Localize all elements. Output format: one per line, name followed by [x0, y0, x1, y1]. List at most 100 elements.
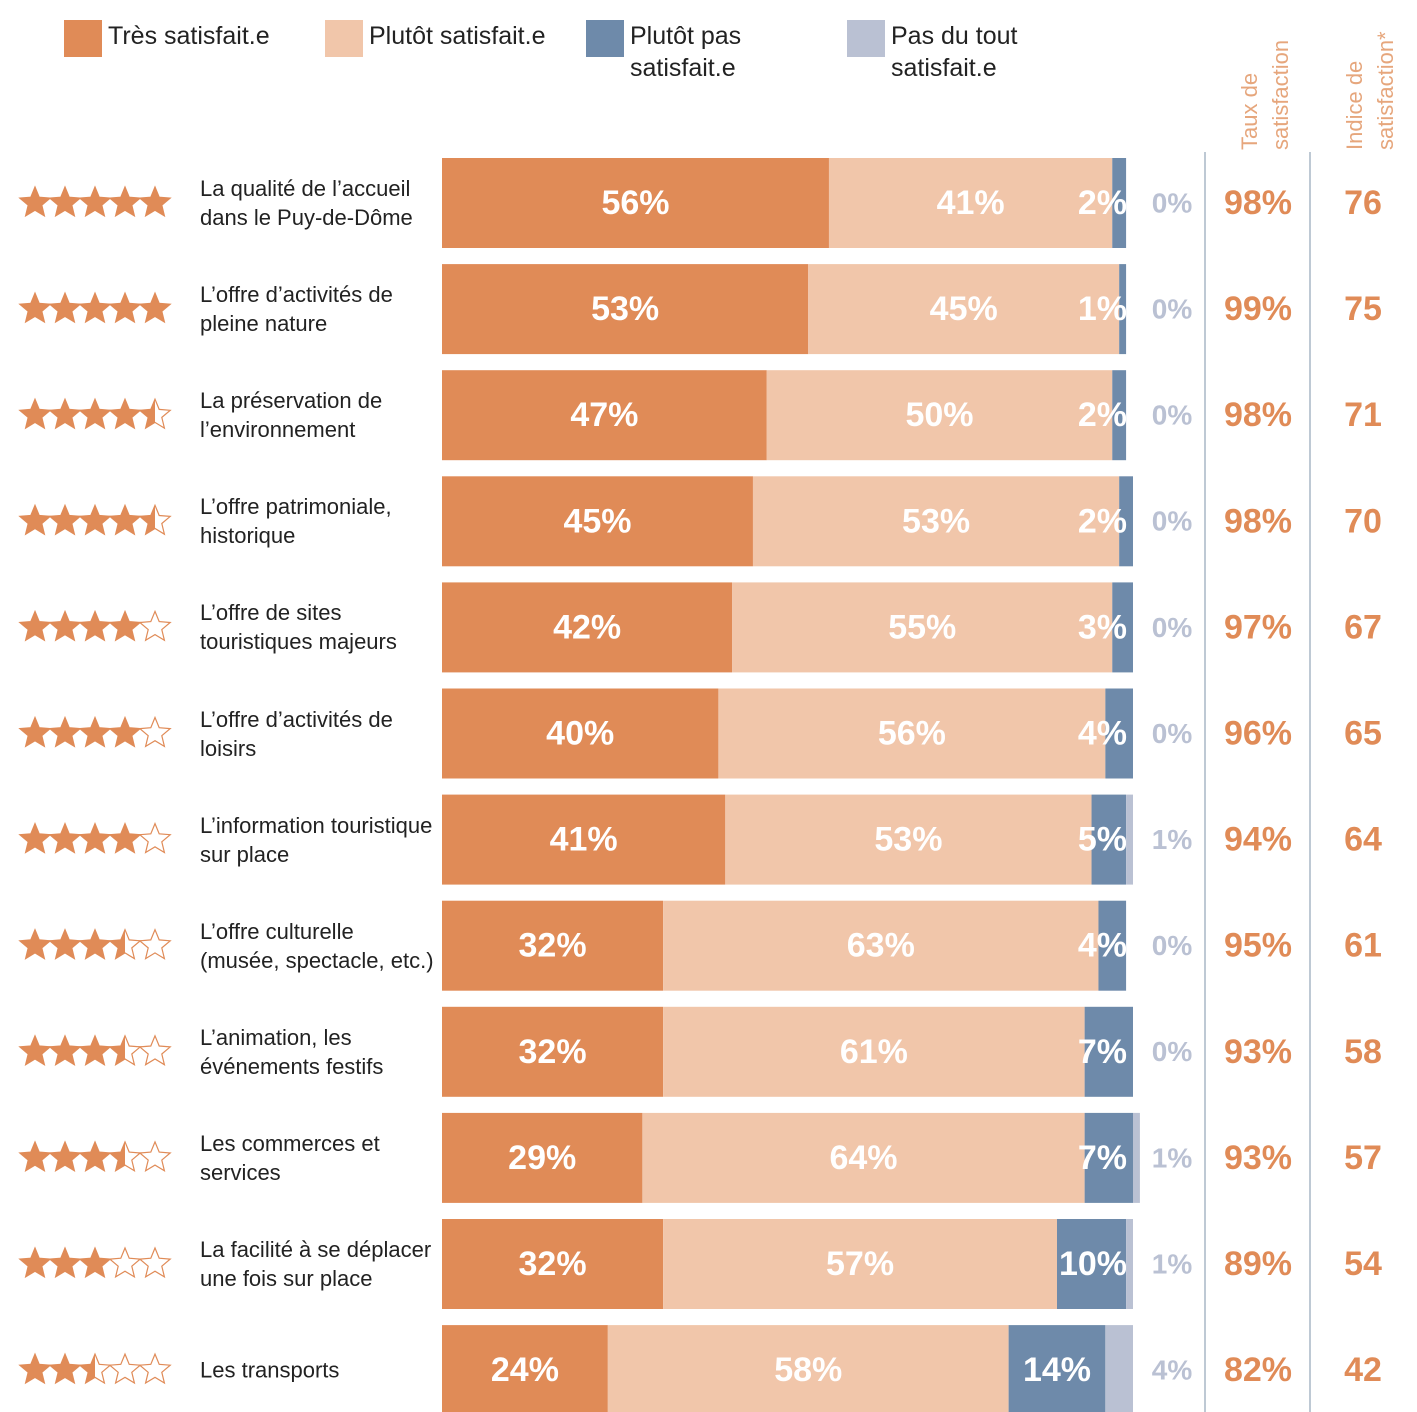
star-rating — [18, 1034, 172, 1066]
value-label: 1% — [1078, 290, 1127, 328]
column-title: Taux de satisfaction — [1237, 39, 1293, 150]
column-value: 97% — [1224, 608, 1292, 646]
bar-segment — [1098, 900, 1127, 991]
value-label: 32% — [519, 1245, 587, 1283]
star-fill — [79, 505, 111, 535]
star-fill — [79, 1248, 111, 1277]
category-label: L’offre d’activités de pleine nature — [200, 282, 393, 337]
bar-segment — [442, 1006, 664, 1097]
value-label: 3% — [1078, 608, 1127, 646]
legend-swatch — [847, 20, 885, 57]
value-label: 56% — [878, 714, 946, 752]
column-value: 98% — [1224, 396, 1292, 434]
column-value: 98% — [1224, 502, 1292, 540]
bar-segment — [766, 370, 1113, 461]
star-fill — [49, 399, 81, 429]
value-label: 41% — [937, 184, 1005, 222]
category-label: Les commerces et services — [200, 1130, 380, 1185]
star-fill — [19, 611, 51, 641]
column-value: 67 — [1344, 608, 1382, 646]
bar-segment — [1105, 1325, 1133, 1412]
bar-segment — [725, 794, 1092, 885]
value-label: 55% — [888, 608, 956, 646]
column-value: 99% — [1224, 290, 1292, 328]
category-label: La préservation de l’environnement — [200, 388, 383, 443]
value-label: 57% — [826, 1245, 894, 1283]
bar-segment — [1084, 1006, 1133, 1097]
star-fill — [19, 187, 51, 216]
star-fill — [79, 1354, 95, 1383]
star-rating — [18, 928, 172, 960]
value-label: 2% — [1078, 184, 1127, 222]
star-fill — [19, 1248, 51, 1277]
star-rating — [18, 822, 172, 854]
bar-segment — [1056, 1219, 1127, 1309]
bar-segment — [1133, 1112, 1140, 1203]
star-fill — [139, 187, 171, 216]
bar-segment — [808, 264, 1120, 355]
value-label: 50% — [905, 396, 973, 434]
column-value: 70 — [1344, 502, 1382, 540]
star-outline — [138, 1352, 172, 1385]
column-value: 95% — [1224, 927, 1292, 965]
value-label: 56% — [601, 184, 669, 222]
star-outline — [108, 1246, 142, 1279]
star-outline — [138, 1034, 172, 1066]
star-outline — [138, 1246, 172, 1279]
star-fill — [19, 505, 51, 535]
bar-segment — [1126, 794, 1133, 885]
value-label: 5% — [1078, 821, 1127, 859]
value-label: 40% — [546, 714, 614, 752]
value-label: 32% — [519, 1033, 587, 1071]
bar-segment — [442, 794, 726, 885]
bar-segment — [1126, 1219, 1133, 1309]
column-value: 82% — [1224, 1351, 1292, 1389]
category-label: Les transports — [200, 1357, 340, 1383]
star-rating — [18, 1246, 172, 1279]
category-label: L’information touristique sur place — [200, 812, 433, 867]
star-fill — [19, 1035, 51, 1065]
bar-segment — [442, 582, 733, 673]
star-outline — [138, 822, 172, 854]
value-label: 0% — [1152, 506, 1193, 537]
star-outline — [108, 1352, 142, 1385]
star-rating — [18, 291, 172, 324]
star-fill — [19, 823, 51, 853]
bar-segment — [1112, 370, 1127, 461]
value-label: 24% — [491, 1351, 559, 1389]
category-label: La facilité à se déplacer une fois sur p… — [200, 1237, 432, 1291]
value-label: 1% — [1152, 1142, 1193, 1173]
star-rating — [18, 1352, 172, 1385]
star-fill — [109, 187, 141, 216]
star-fill — [139, 399, 155, 429]
value-label: 0% — [1152, 400, 1193, 431]
value-label: 0% — [1152, 930, 1193, 961]
value-label: 0% — [1152, 187, 1193, 218]
value-label: 29% — [508, 1139, 576, 1177]
star-fill — [49, 611, 81, 641]
value-label: 0% — [1152, 718, 1193, 749]
star-fill — [109, 1035, 125, 1065]
value-label: 2% — [1078, 396, 1127, 434]
column-value: 64 — [1344, 821, 1382, 859]
star-rating — [18, 1140, 172, 1173]
star-fill — [49, 187, 81, 216]
bar-segment — [752, 476, 1120, 567]
bar-segment — [663, 1219, 1057, 1309]
star-fill — [79, 823, 111, 853]
value-label: 42% — [553, 608, 621, 646]
value-label: 0% — [1152, 612, 1193, 643]
column-value: 94% — [1224, 821, 1292, 859]
star-outline — [138, 1140, 172, 1173]
star-fill — [49, 1354, 81, 1383]
value-label: 53% — [902, 502, 970, 540]
column-value: 96% — [1224, 714, 1292, 752]
legend-swatch — [325, 20, 363, 57]
bar-segment — [828, 158, 1113, 248]
bar-segment — [442, 1325, 608, 1412]
star-fill — [49, 1248, 81, 1277]
value-label: 14% — [1023, 1351, 1091, 1389]
star-fill — [109, 929, 125, 959]
